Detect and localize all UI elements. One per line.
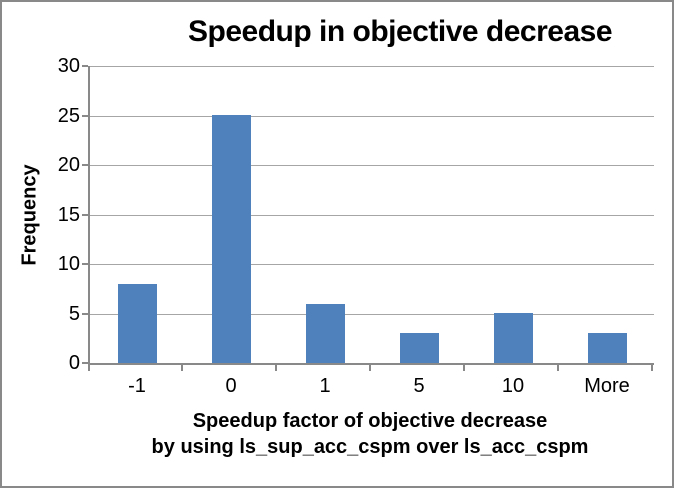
bar-5 [400,333,439,363]
gridline-5 [90,314,654,315]
y-tick-mark [82,164,88,166]
y-tick-label: 25 [57,105,80,127]
bar-More [588,333,627,363]
y-tick-label: 20 [57,154,80,176]
y-tick-label: 10 [57,253,80,275]
x-tick-mark [463,365,465,371]
x-tick-mark [88,365,90,371]
x-tick-mark [181,365,183,371]
y-tick-mark [82,313,88,315]
x-tick-label: 10 [501,375,525,397]
bar-10 [494,313,533,363]
y-tick-mark [82,263,88,265]
y-tick-label: 0 [68,352,80,374]
x-tick-label: More [584,375,630,397]
y-tick-label: 30 [57,55,80,77]
x-axis-title-line2: by using ls_sup_acc_cspm over ls_acc_csp… [151,436,589,458]
y-tick-label: 15 [57,204,80,226]
bar-0 [212,115,251,363]
y-tick-label: 5 [68,303,80,325]
chart-title: Speedup in objective decrease [188,15,613,48]
x-tick-label: -1 [128,375,146,397]
y-tick-mark [82,362,88,364]
gridline-30 [90,66,654,67]
y-tick-mark [82,214,88,216]
gridline-25 [90,116,654,117]
gridline-15 [90,215,654,216]
x-tick-label: 5 [413,375,425,397]
y-tick-mark [82,65,88,67]
x-axis-title-line1: Speedup factor of objective decrease [192,410,548,432]
x-tick-label: 1 [319,375,331,397]
x-tick-mark [651,365,653,371]
x-tick-mark [369,365,371,371]
bar--1 [118,284,157,363]
x-tick-label: 0 [225,375,237,397]
y-tick-mark [82,115,88,117]
gridline-10 [90,264,654,265]
gridline-20 [90,165,654,166]
x-tick-mark [275,365,277,371]
x-axis-title: Speedup factor of objective decrease by … [88,408,652,460]
bar-1 [306,304,345,363]
x-tick-mark [557,365,559,371]
plot-area [88,66,654,365]
